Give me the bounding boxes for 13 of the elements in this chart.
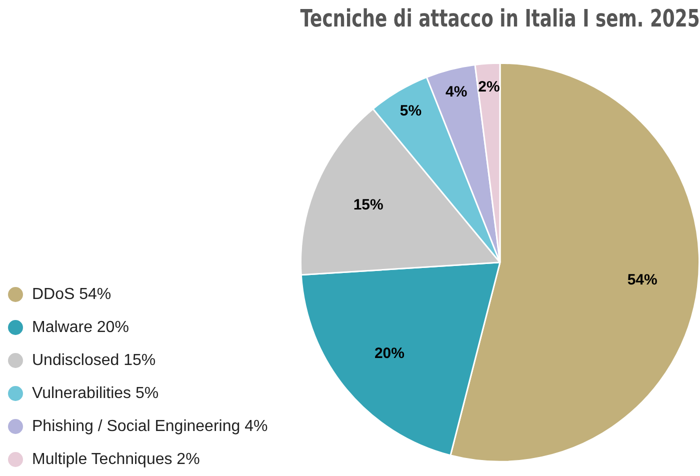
legend-label: Multiple Techniques 2% [32,450,200,468]
legend-label: Malware 20% [32,318,129,336]
data-label: 20% [374,344,404,362]
data-label: 15% [353,196,384,214]
legend-label: Undisclosed 15% [32,352,156,370]
legend-label: DDoS 54% [32,286,112,304]
data-label: 5% [400,102,422,120]
data-label: 4% [446,84,468,101]
data-label: 54% [627,272,658,289]
chart-title: Tecniche di attacco in Italia I sem. 2025 [300,4,700,32]
data-label: 2% [478,78,500,96]
legend-label: Phishing / Social Engineering 4% [32,418,268,436]
legend-label: Vulnerabilities 5% [32,384,159,402]
